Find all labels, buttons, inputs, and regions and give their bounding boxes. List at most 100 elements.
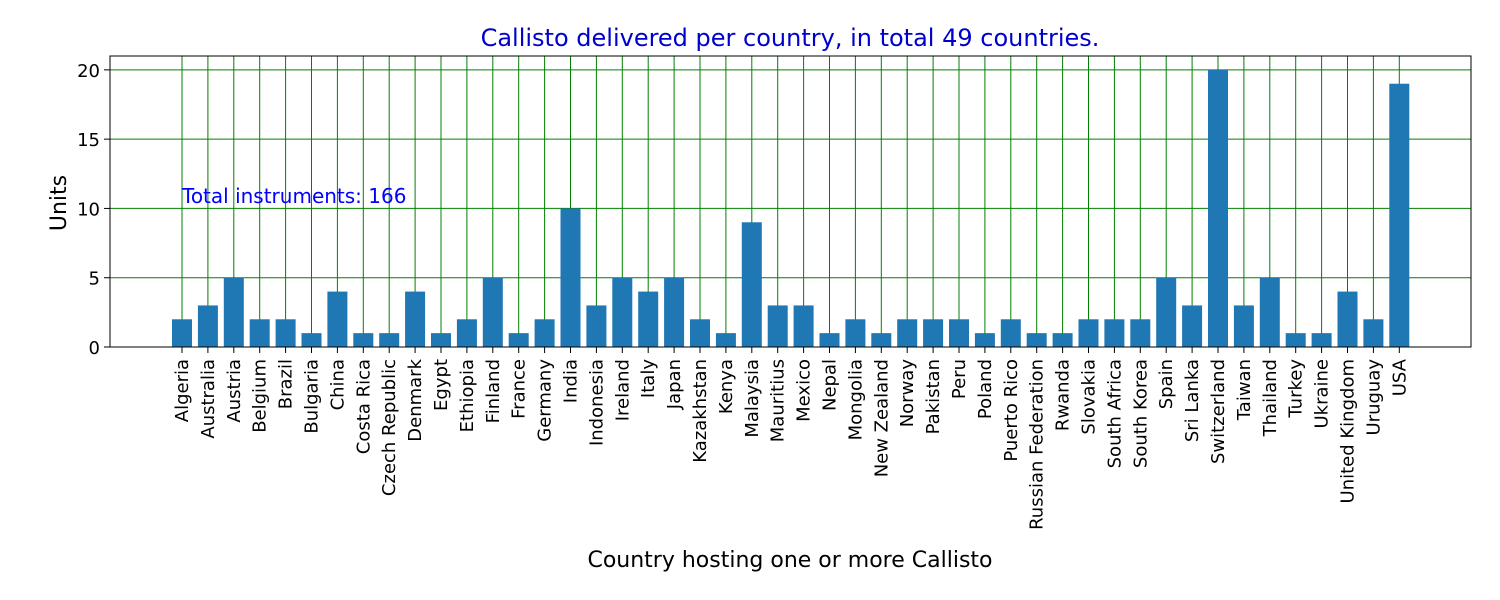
bar: [1000, 319, 1021, 347]
x-tick-label: Turkey: [1286, 359, 1307, 419]
x-tick-label: Peru: [949, 359, 970, 399]
bars-group: [172, 69, 1410, 347]
bar: [871, 333, 892, 347]
bar: [586, 305, 607, 347]
x-tick-label: Austria: [224, 359, 245, 423]
x-tick-label: Mexico: [794, 359, 815, 422]
x-tick-label: United Kingdom: [1338, 359, 1359, 503]
bar: [1156, 277, 1177, 347]
bar: [1208, 69, 1228, 347]
bar: [431, 333, 451, 347]
x-tick-label: Rwanda: [1053, 359, 1074, 431]
x-tick-label: USA: [1389, 358, 1410, 396]
x-tick-label: Germany: [535, 359, 556, 442]
bar: [845, 319, 866, 347]
bar: [612, 277, 633, 347]
bar: [197, 305, 218, 347]
x-tick-label: Ireland: [612, 359, 633, 421]
bar: [690, 319, 710, 347]
bar: [1363, 319, 1384, 347]
bar: [1233, 305, 1254, 347]
bar: [638, 291, 659, 347]
bar: [327, 291, 348, 347]
bar: [301, 333, 322, 347]
x-tick-label: Italy: [638, 359, 659, 398]
chart-title: Callisto delivered per country, in total…: [481, 24, 1100, 52]
x-tick-label: Malaysia: [742, 359, 763, 438]
x-tick-label: Switzerland: [1208, 359, 1229, 464]
bar: [949, 319, 969, 347]
bar: [1052, 333, 1073, 347]
bar: [923, 319, 944, 347]
x-tick-label: Mongolia: [845, 359, 866, 440]
x-tick-label: Sri Lanka: [1182, 359, 1203, 442]
bar: [456, 319, 477, 347]
bar: [560, 208, 581, 347]
bar: [1104, 319, 1125, 347]
bar: [223, 277, 244, 347]
x-tick-label: Ethiopia: [457, 359, 478, 432]
bar: [172, 319, 192, 347]
x-tick-label: Czech Republic: [379, 359, 400, 496]
y-tick-label: 20: [77, 61, 100, 82]
bar: [664, 277, 685, 347]
bar: [249, 319, 270, 347]
x-tick-label: Kenya: [716, 359, 737, 414]
bar: [819, 333, 840, 347]
bar: [1285, 333, 1306, 347]
x-tick-label: New Zealand: [871, 359, 892, 477]
bar: [1311, 333, 1332, 347]
x-tick-label: Japan: [664, 359, 685, 410]
x-tick-label: India: [561, 359, 582, 403]
x-tick-label: Australia: [198, 359, 219, 439]
x-axis-ticks: Algeria Australia Austria Belgium Brazil Bulg…: [172, 347, 1410, 530]
x-tick-label: Taiwan: [1234, 359, 1255, 421]
x-tick-label: Russian Federation: [1027, 359, 1048, 530]
y-tick-label: 15: [77, 130, 100, 151]
y-axis-ticks: 0 5 10 15 20: [77, 61, 110, 359]
x-tick-label: Denmark: [405, 358, 426, 441]
x-tick-label: Ukraine: [1312, 359, 1333, 429]
x-tick-label: Finland: [483, 359, 504, 423]
total-annotation: Total instruments: 166: [181, 184, 406, 208]
x-tick-label: France: [509, 359, 530, 419]
x-tick-label: Bulgaria: [302, 359, 323, 434]
x-tick-label: Puerto Rico: [1001, 359, 1022, 462]
bar: [897, 319, 918, 347]
bar: [1026, 333, 1047, 347]
y-tick-label: 10: [77, 199, 100, 220]
x-tick-label: South Korea: [1130, 359, 1151, 468]
x-tick-label: Thailand: [1260, 359, 1281, 437]
x-tick-label: Mauritius: [768, 359, 789, 442]
plot-frame: [109, 55, 1472, 348]
x-tick-label: Nepal: [820, 359, 841, 411]
bar: [793, 305, 814, 347]
x-tick-label: Kazakhstan: [690, 359, 711, 463]
x-tick-label: Norway: [897, 359, 918, 428]
x-tick-label: Egypt: [431, 359, 452, 411]
x-tick-label: Slovakia: [1079, 359, 1100, 435]
bar: [1389, 83, 1410, 347]
y-tick-label: 0: [89, 338, 100, 359]
bar: [534, 319, 555, 347]
x-axis-label: Country hosting one or more Callisto: [587, 548, 992, 573]
bar: [1130, 319, 1151, 347]
x-tick-label: Uruguay: [1363, 359, 1384, 436]
x-tick-label: Brazil: [276, 359, 297, 409]
x-tick-label: Costa Rica: [353, 359, 374, 454]
bar: [1078, 319, 1099, 347]
bar: [715, 333, 736, 347]
bar: [508, 333, 529, 347]
bar: [482, 277, 503, 347]
bar: [275, 319, 296, 347]
bar: [1259, 277, 1280, 347]
x-tick-label: Algeria: [172, 359, 193, 422]
bar: [974, 333, 995, 347]
x-tick-label: Pakistan: [923, 359, 944, 434]
x-tick-label: Belgium: [250, 359, 271, 433]
bar: [767, 305, 788, 347]
x-tick-label: China: [327, 359, 348, 410]
bar: [405, 291, 426, 347]
bar: [379, 333, 400, 347]
